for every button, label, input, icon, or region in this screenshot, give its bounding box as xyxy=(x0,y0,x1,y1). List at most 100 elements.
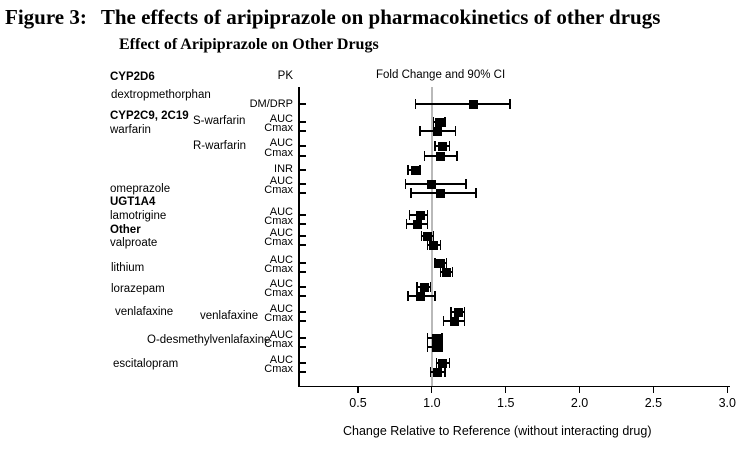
ci-cap-right xyxy=(448,141,451,151)
ci-cap-left xyxy=(408,210,411,220)
row-tick xyxy=(299,295,306,297)
x-tick xyxy=(431,387,433,393)
point-estimate-box xyxy=(419,282,429,292)
row-tick xyxy=(299,235,306,237)
point-estimate-box xyxy=(437,141,447,151)
row-tick xyxy=(299,371,306,373)
ci-cap-left xyxy=(426,333,429,343)
point-estimate-box xyxy=(412,219,422,229)
ci-cap-right xyxy=(456,151,458,161)
x-tick xyxy=(357,387,359,393)
point-estimate-box xyxy=(415,291,425,301)
ci-cap-right xyxy=(441,342,443,352)
pk-param-label: Cmax xyxy=(264,363,293,375)
row-tick xyxy=(299,271,306,273)
ci-cap-left xyxy=(442,316,445,326)
row-tick xyxy=(299,362,306,364)
row-tick xyxy=(299,145,306,147)
pk-param-label: Cmax xyxy=(264,263,293,275)
row-tick xyxy=(299,286,306,288)
point-estimate-box xyxy=(436,151,446,161)
y-axis xyxy=(298,87,300,387)
ci-cap-left xyxy=(420,231,423,241)
drug-label: escitalopram xyxy=(113,358,179,370)
drug-label: valproate xyxy=(110,237,158,249)
ci-cap-left xyxy=(404,179,407,189)
ci-cap-left xyxy=(432,117,435,127)
pk-param-label: INR xyxy=(274,163,293,175)
ci-cap-left xyxy=(423,151,426,161)
point-estimate-box xyxy=(468,99,478,109)
ci-cap-left xyxy=(426,342,429,352)
group-label: CYP2C9, 2C19 xyxy=(110,110,189,122)
point-estimate-box xyxy=(436,188,446,198)
pk-param-label: Cmax xyxy=(264,147,293,159)
row-tick xyxy=(299,183,306,185)
group-label: Other xyxy=(110,224,141,236)
x-tick-label: 2.5 xyxy=(644,396,663,410)
point-estimate-box xyxy=(453,307,463,317)
ci-cap-right xyxy=(465,179,467,189)
pk-param-label: AUC xyxy=(269,278,293,290)
ci-cap-right xyxy=(444,117,446,127)
point-estimate-box xyxy=(434,117,444,127)
ci-cap-left xyxy=(416,282,418,292)
ci-cap-right xyxy=(444,367,446,377)
pk-param-label: AUC xyxy=(269,206,293,218)
row-tick xyxy=(299,244,306,246)
row-tick xyxy=(299,311,306,313)
group-label: UGT1A4 xyxy=(110,196,156,208)
pk-param-label: Cmax xyxy=(264,287,293,299)
x-tick xyxy=(652,387,655,393)
x-tick-label: 1.0 xyxy=(423,396,441,410)
point-estimate-box xyxy=(431,333,441,343)
x-axis-label: Change Relative to Reference (without in… xyxy=(343,424,652,438)
ci-whisker xyxy=(415,103,511,105)
ci-cap-right xyxy=(509,99,511,109)
drug-label: venlafaxine xyxy=(115,306,174,318)
x-tick-label: 0.5 xyxy=(349,396,367,410)
ci-cap-left xyxy=(429,367,432,377)
row-tick xyxy=(299,130,306,132)
row-tick xyxy=(299,320,306,322)
x-tick-label: 1.5 xyxy=(497,396,515,410)
drug-label: lithium xyxy=(111,262,145,274)
point-estimate-box xyxy=(442,267,452,277)
x-axis xyxy=(298,385,731,387)
ci-cap-left xyxy=(405,219,408,229)
figure-number: Figure 3: xyxy=(5,5,87,29)
x-tick-label: 2.0 xyxy=(570,396,589,410)
x-tick-label: 3.0 xyxy=(718,396,736,410)
point-estimate-box xyxy=(428,240,438,250)
chart-title: Effect of Aripiprazole on Other Drugs xyxy=(119,36,379,53)
pk-param-label: Cmax xyxy=(264,215,293,227)
pk-param-label: Cmax xyxy=(264,236,293,248)
ci-cap-right xyxy=(445,258,448,268)
drug-label: dextropmethorphan xyxy=(111,89,211,101)
ci-cap-left xyxy=(439,267,442,277)
pk-param-label: Cmax xyxy=(264,312,293,324)
ci-cap-left xyxy=(434,141,436,151)
pk-param-label: AUC xyxy=(269,175,293,187)
pk-param-label: Cmax xyxy=(264,122,293,134)
pk-param-label: AUC xyxy=(269,303,293,315)
drug-label: venlafaxine xyxy=(200,310,259,322)
pk-param-label: Cmax xyxy=(264,338,293,350)
ci-cap-left xyxy=(450,307,452,317)
row-tick xyxy=(299,103,306,105)
point-estimate-box xyxy=(431,342,441,352)
ci-cap-right xyxy=(441,333,443,343)
figure-caption: Figure 3: The effects of aripiprazole on … xyxy=(5,5,660,30)
row-tick xyxy=(299,192,306,194)
x-tick xyxy=(505,387,507,393)
ci-cap-right xyxy=(434,291,436,301)
pk-param-label: AUC xyxy=(269,254,293,266)
ci-cap-left xyxy=(407,165,409,175)
figure-title-text: The effects of aripiprazole on pharmacok… xyxy=(100,5,661,29)
drug-label: omeprazole xyxy=(110,183,171,195)
pk-column-header: PK xyxy=(277,70,293,82)
drug-label: lamotrigine xyxy=(110,210,167,222)
pk-param-label: Cmax xyxy=(264,184,293,196)
drug-label: lorazepam xyxy=(111,283,165,295)
